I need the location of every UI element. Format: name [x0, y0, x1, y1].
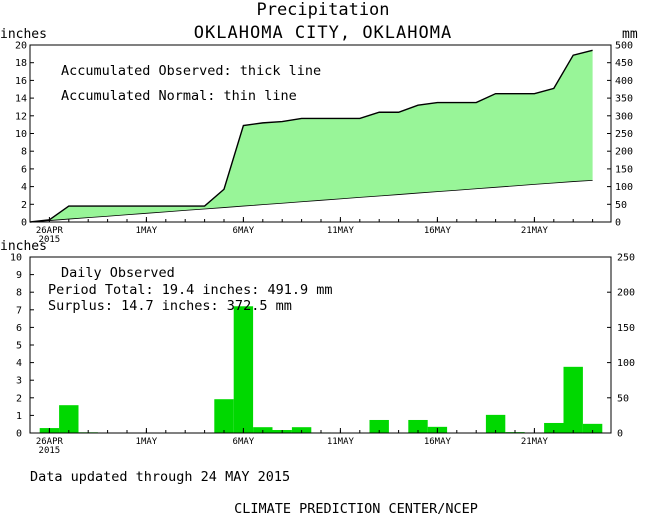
daily-bar: [233, 306, 254, 433]
bottom-x-tick-label: 1MAY: [136, 437, 158, 447]
bottom-x-tick-label: 11MAY: [327, 437, 355, 447]
top-x-tick-label: 26APR: [36, 226, 64, 236]
daily-bar: [59, 405, 79, 433]
bottom-right-tick-label: 200: [617, 288, 635, 299]
daily-bar: [563, 366, 583, 433]
top-right-tick-label: 0: [615, 218, 621, 229]
bottom-left-tick-label: 3: [16, 376, 22, 387]
bottom-plot-frame: [29, 256, 612, 434]
top-left-tick-label: 20: [15, 41, 27, 52]
period-total-text: Period Total: 19.4 inches: 491.9 mm: [48, 282, 332, 298]
top-right-axis-unit: mm: [622, 27, 638, 42]
top-right-tick-label: 500: [615, 41, 633, 52]
bottom-right-tick-label: 150: [617, 323, 635, 334]
bottom-right-tick-label: 50: [617, 393, 629, 404]
top-right-tick-label: 50: [615, 200, 627, 211]
bottom-x-tick-label: 26APR: [36, 437, 64, 447]
bottom-left-tick-label: 5: [16, 341, 22, 352]
daily-bar: [214, 399, 234, 433]
bottom-left-tick-label: 9: [16, 270, 22, 281]
bottom-left-tick-label: 10: [10, 253, 22, 264]
top-x-tick-label: 11MAY: [327, 226, 355, 236]
top-right-tick-label: 400: [615, 76, 633, 87]
top-left-tick-label: 16: [15, 76, 27, 87]
top-left-tick-label: 4: [21, 182, 27, 193]
surplus-text: Surplus: 14.7 inches: 372.5 mm: [48, 298, 292, 314]
top-left-tick-label: 12: [15, 111, 27, 122]
top-x-year-label: 2015: [39, 235, 61, 245]
top-plot-frame: [29, 44, 612, 223]
accumulated-observed-line: [29, 49, 593, 223]
top-left-tick-label: 0: [21, 218, 27, 229]
top-right-tick-label: 300: [615, 111, 633, 122]
accumulated-panel: inches mm 024681012141618200501001502002…: [0, 27, 638, 245]
top-left-tick-label: 10: [15, 129, 27, 140]
top-left-tick-label: 6: [21, 164, 27, 175]
daily-bar: [544, 422, 564, 433]
accumulated-normal-line: [29, 180, 593, 223]
daily-heading: Daily Observed: [61, 265, 175, 281]
surplus-fill-area: [30, 50, 593, 223]
daily-bar: [369, 419, 389, 433]
daily-bar: [582, 423, 603, 433]
bottom-left-tick-label: 2: [16, 393, 22, 404]
top-left-tick-label: 2: [21, 200, 27, 211]
daily-bar: [485, 414, 506, 433]
top-right-tick-label: 150: [615, 164, 633, 175]
top-right-tick-label: 450: [615, 58, 633, 69]
top-right-tick-label: 350: [615, 94, 633, 105]
top-legend-normal: Accumulated Normal: thin line: [61, 88, 297, 104]
daily-panel: inches 01234567891005010015020025026APR2…: [0, 239, 635, 456]
bottom-x-tick-label: 6MAY: [233, 437, 255, 447]
bottom-left-tick-label: 4: [16, 358, 22, 369]
top-x-tick-label: 21MAY: [521, 226, 549, 236]
chart-title: Precipitation: [256, 0, 389, 20]
top-x-tick-label: 1MAY: [136, 226, 158, 236]
data-updated-text: Data updated through 24 MAY 2015: [30, 469, 290, 485]
top-right-tick-label: 100: [615, 182, 633, 193]
bottom-left-axis-unit: inches: [0, 239, 47, 254]
bottom-left-tick-label: 0: [16, 429, 22, 440]
top-left-tick-label: 14: [15, 94, 27, 105]
bottom-left-tick-label: 8: [16, 288, 22, 299]
chart-subtitle: OKLAHOMA CITY, OKLAHOMA: [194, 23, 452, 43]
top-x-tick-label: 16MAY: [424, 226, 452, 236]
bottom-left-tick-label: 1: [16, 411, 22, 422]
bottom-right-tick-label: 250: [617, 253, 635, 264]
bottom-right-tick-label: 100: [617, 358, 635, 369]
top-x-tick-label: 6MAY: [233, 226, 255, 236]
bottom-right-tick-label: 0: [617, 429, 623, 440]
top-right-tick-label: 250: [615, 129, 633, 140]
top-left-tick-label: 8: [21, 147, 27, 158]
top-left-tick-label: 18: [15, 58, 27, 69]
bottom-left-tick-label: 6: [16, 323, 22, 334]
top-left-axis-unit: inches: [0, 27, 47, 42]
bottom-x-tick-label: 16MAY: [424, 437, 452, 447]
top-legend-observed: Accumulated Observed: thick line: [61, 63, 321, 79]
credit-text: CLIMATE PREDICTION CENTER/NCEP: [234, 501, 478, 517]
bottom-left-tick-label: 7: [16, 305, 22, 316]
daily-bar: [408, 419, 428, 433]
bottom-x-year-label: 2015: [39, 446, 61, 456]
top-right-tick-label: 200: [615, 147, 633, 158]
bottom-x-tick-label: 21MAY: [521, 437, 549, 447]
